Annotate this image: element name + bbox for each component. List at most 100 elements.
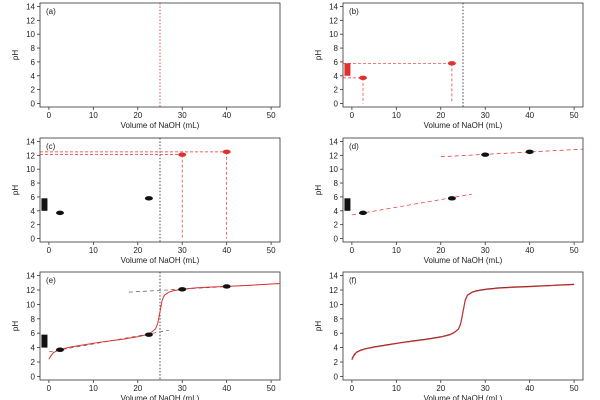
y-tick-label: 14 [329,272,338,281]
x-axis-label: Volume of NaOH (mL) [121,121,200,130]
y-tick-label: 4 [334,207,339,216]
panel-label: (f) [349,276,357,285]
y-tick-label: 14 [26,137,35,146]
y-tick-label: 8 [31,315,36,324]
data-point [359,75,367,81]
y-tick-label: 2 [31,221,36,230]
y-tick-label: 14 [329,2,338,11]
x-tick-label: 40 [525,384,534,393]
chart-panel-2: 0 10 20 30 40 50 0 2 4 6 8 10 12 14 Volume of NaOH (mL… [314,2,584,130]
y-tick-label: 0 [31,372,36,381]
x-tick-label: 10 [89,384,98,393]
plot-frame [342,271,584,381]
y-tick-label: 2 [31,358,36,367]
y-tick-label: 10 [26,300,35,309]
y-tick-label: 6 [31,58,36,67]
data-point [222,149,231,155]
x-tick-label: 20 [133,384,142,393]
x-tick-label: 10 [392,246,401,255]
data-point [525,149,534,155]
y-tick-label: 12 [329,151,338,160]
y-tick-label: 12 [26,151,35,160]
x-tick-label: 20 [436,111,445,120]
x-tick-label: 0 [350,384,355,393]
panel-label: (d) [349,142,359,151]
x-tick-label: 10 [392,111,401,120]
x-tick-label: 30 [178,246,187,255]
x-tick-label: 10 [89,246,98,255]
x-axis-label: Volume of NaOH (mL) [424,256,503,265]
x-axis-label: Volume of NaOH (mL) [424,394,503,400]
x-tick-label: 40 [525,111,534,120]
y-axis-label: pH [11,321,20,331]
plot-frame [342,2,584,108]
x-tick-label: 30 [481,111,490,120]
data-point [481,152,490,157]
chart-panel-5: 0 10 20 30 40 50 0 2 4 6 8 10 12 14 Volume of NaOH (mL… [11,271,281,400]
x-tick-label: 50 [267,246,276,255]
x-tick-label: 40 [222,246,231,255]
y-tick-label: 12 [329,16,338,25]
y-tick-label: 8 [31,44,36,53]
plot-frame [39,137,281,243]
y-tick-label: 6 [334,193,339,202]
fit-line [440,148,584,158]
chart-panel-4: 0 10 20 30 40 50 0 2 4 6 8 10 12 14 Volume of NaOH (mL… [314,137,584,265]
plot-frame [342,137,584,243]
x-tick-label: 50 [267,111,276,120]
y-tick-label: 4 [334,72,339,81]
x-tick-label: 0 [350,111,355,120]
y-tick-label: 12 [26,16,35,25]
x-tick-label: 30 [178,384,187,393]
y-axis-label: pH [11,185,20,195]
data-point [178,152,187,157]
y-tick-label: 12 [329,286,338,295]
x-axis-label: Volume of NaOH (mL) [424,121,503,130]
y-tick-label: 14 [26,2,35,11]
x-tick-label: 0 [350,246,355,255]
y-tick-label: 6 [31,329,36,338]
x-tick-label: 0 [47,111,52,120]
data-point [56,347,64,352]
y-axis-label: pH [314,185,323,195]
y-tick-label: 14 [329,137,338,146]
x-tick-label: 20 [436,246,445,255]
y-tick-label: 8 [334,315,339,324]
data-point [447,61,456,66]
y-tick-label: 2 [334,221,339,230]
y-tick-label: 0 [31,235,36,244]
panel-label: (c) [46,142,56,151]
y-tick-label: 4 [31,207,36,216]
y-tick-label: 14 [26,272,35,281]
y-tick-label: 4 [31,72,36,81]
y-tick-label: 10 [26,165,35,174]
y-tick-label: 8 [334,44,339,53]
y-tick-label: 10 [329,300,338,309]
data-point [359,210,367,216]
x-tick-label: 40 [222,384,231,393]
y-tick-label: 10 [329,30,338,39]
x-tick-label: 40 [222,111,231,120]
y-tick-label: 6 [334,58,339,67]
panel-label: (e) [46,276,56,285]
y-tick-label: 2 [334,86,339,95]
y-tick-label: 10 [26,30,35,39]
ph-range-bar [344,63,351,76]
x-axis-label: Volume of NaOH (mL) [121,256,200,265]
chart-panel-6: 0 10 20 30 40 50 0 2 4 6 8 10 12 14 Volume of NaOH (mL… [314,271,584,400]
y-tick-label: 4 [334,344,339,353]
y-tick-label: 0 [334,100,339,109]
x-tick-label: 20 [133,246,142,255]
x-tick-label: 20 [133,111,142,120]
ph-range-bar [41,334,48,348]
x-tick-label: 50 [570,111,579,120]
x-tick-label: 50 [267,384,276,393]
y-tick-label: 2 [31,86,36,95]
x-tick-label: 20 [436,384,445,393]
panel-label: (b) [349,7,359,16]
x-tick-label: 0 [47,384,52,393]
y-tick-label: 12 [26,286,35,295]
y-tick-label: 8 [334,179,339,188]
data-point [56,210,64,216]
